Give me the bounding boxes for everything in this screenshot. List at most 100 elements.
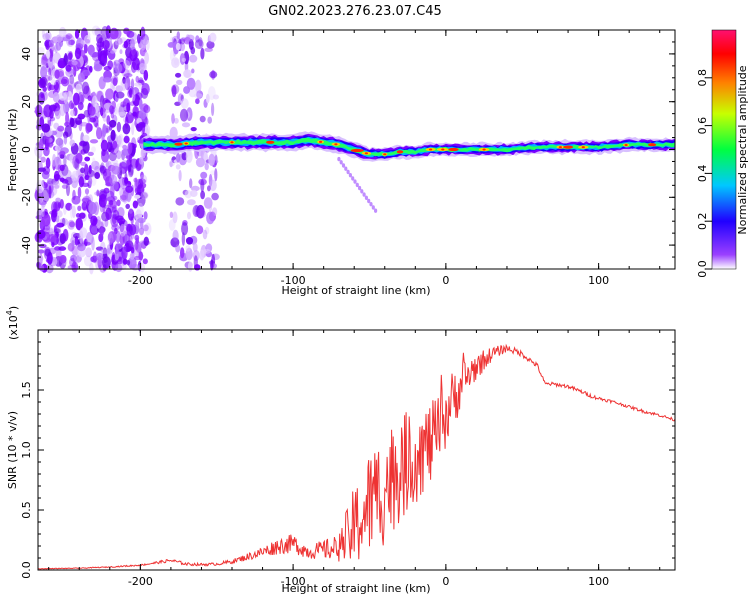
noise-blob	[128, 88, 133, 98]
y-tick-label: 0	[20, 146, 33, 153]
noise-blob	[120, 101, 127, 108]
noise-blob	[118, 187, 123, 196]
noise-blob	[126, 102, 131, 113]
colorbar: 0.0 0.2 0.4 0.6 0.8 Normalized spectral ampl…	[696, 29, 749, 278]
noise-blob	[126, 259, 131, 266]
noise-blob	[188, 54, 198, 63]
noise-blob	[58, 92, 68, 101]
noise-blob	[139, 63, 146, 70]
noise-blob	[123, 60, 130, 69]
noise-blob	[66, 90, 73, 101]
noise-blob	[135, 92, 143, 100]
noise-blob	[181, 232, 186, 246]
noise-blob	[52, 102, 61, 112]
noise-blob	[207, 86, 216, 101]
noise-blob	[112, 195, 118, 201]
noise-blob	[139, 156, 144, 165]
noise-blob	[48, 67, 52, 76]
noise-blob	[209, 71, 218, 79]
branch-blob	[364, 195, 368, 200]
y-tick-label: 40	[20, 47, 33, 61]
noise-blob	[70, 204, 74, 219]
noise-blob	[211, 192, 219, 201]
noise-blob	[142, 224, 149, 232]
noise-blob	[83, 241, 91, 246]
spectrogram-y-ticks: -40 -20 0 20 40	[20, 29, 675, 270]
noise-blob	[70, 109, 76, 117]
noise-blob	[95, 246, 104, 251]
noise-blob	[122, 144, 128, 150]
noise-blob	[45, 63, 50, 68]
noise-blob	[42, 33, 50, 41]
noise-blob	[125, 112, 134, 124]
branch-blob	[360, 189, 364, 194]
noise-blob	[57, 143, 63, 152]
noise-blob	[91, 236, 95, 251]
noise-blob	[127, 164, 134, 176]
noise-blob	[176, 79, 183, 85]
noise-blob	[75, 117, 82, 125]
x-tick-label: -100	[281, 274, 306, 287]
noise-blob	[198, 37, 203, 47]
noise-blob	[122, 258, 128, 265]
noise-blob	[40, 66, 48, 79]
noise-blob	[110, 49, 116, 54]
noise-blob	[46, 49, 51, 59]
noise-blob	[48, 136, 54, 149]
noise-blob	[175, 72, 182, 78]
ridge-hotspot-core	[558, 146, 563, 149]
svg-text:(x104): (x104)	[5, 306, 20, 340]
noise-blob	[139, 192, 148, 199]
noise-blob	[48, 185, 52, 199]
noise-blob	[44, 248, 51, 257]
noise-blob	[66, 182, 70, 197]
branch-blob	[374, 208, 378, 213]
x-tick-label: 0	[442, 274, 449, 287]
noise-blob	[40, 54, 48, 66]
noise-blob	[80, 132, 85, 146]
noise-blob	[214, 168, 218, 182]
noise-blob	[90, 51, 98, 58]
noise-blob	[82, 195, 92, 205]
noise-blob	[195, 98, 200, 105]
branch-blob	[353, 179, 357, 184]
noise-blob	[71, 261, 79, 273]
noise-blob	[61, 76, 70, 87]
noise-blob	[115, 85, 123, 93]
noise-blob	[143, 104, 151, 114]
noise-blob	[88, 105, 96, 116]
noise-blob	[185, 237, 194, 245]
colorbar-tick-label: 0.0	[696, 260, 709, 278]
noise-blob	[63, 154, 67, 168]
noise-blob	[200, 171, 208, 179]
noise-blob	[101, 149, 110, 163]
colorbar-gradient	[711, 29, 737, 270]
branch-blob	[341, 163, 346, 168]
noise-blob	[136, 202, 144, 217]
noise-blob	[83, 255, 93, 267]
noise-blob	[81, 69, 91, 77]
noise-blob	[140, 191, 149, 200]
noise-blob	[186, 34, 195, 42]
y-tick-label: 0.5	[20, 501, 33, 519]
noise-blob	[45, 31, 52, 41]
noise-blob	[175, 164, 181, 170]
noise-blob	[171, 57, 180, 69]
noise-blob	[169, 126, 178, 140]
noise-blob	[111, 252, 115, 262]
noise-blob	[78, 142, 83, 155]
noise-blob	[137, 122, 145, 128]
noise-blob	[57, 125, 65, 132]
noise-blob	[207, 185, 211, 192]
noise-blob	[65, 111, 70, 126]
noise-blob	[134, 240, 139, 251]
noise-blob	[67, 39, 71, 46]
noise-blob	[51, 79, 57, 86]
noise-blob	[119, 223, 127, 237]
noise-blob	[131, 89, 136, 102]
y-tick-label: -20	[20, 188, 33, 206]
noise-blob	[77, 174, 86, 185]
noise-blob	[117, 111, 126, 117]
noise-blob	[105, 207, 112, 220]
noise-blob	[170, 84, 180, 95]
